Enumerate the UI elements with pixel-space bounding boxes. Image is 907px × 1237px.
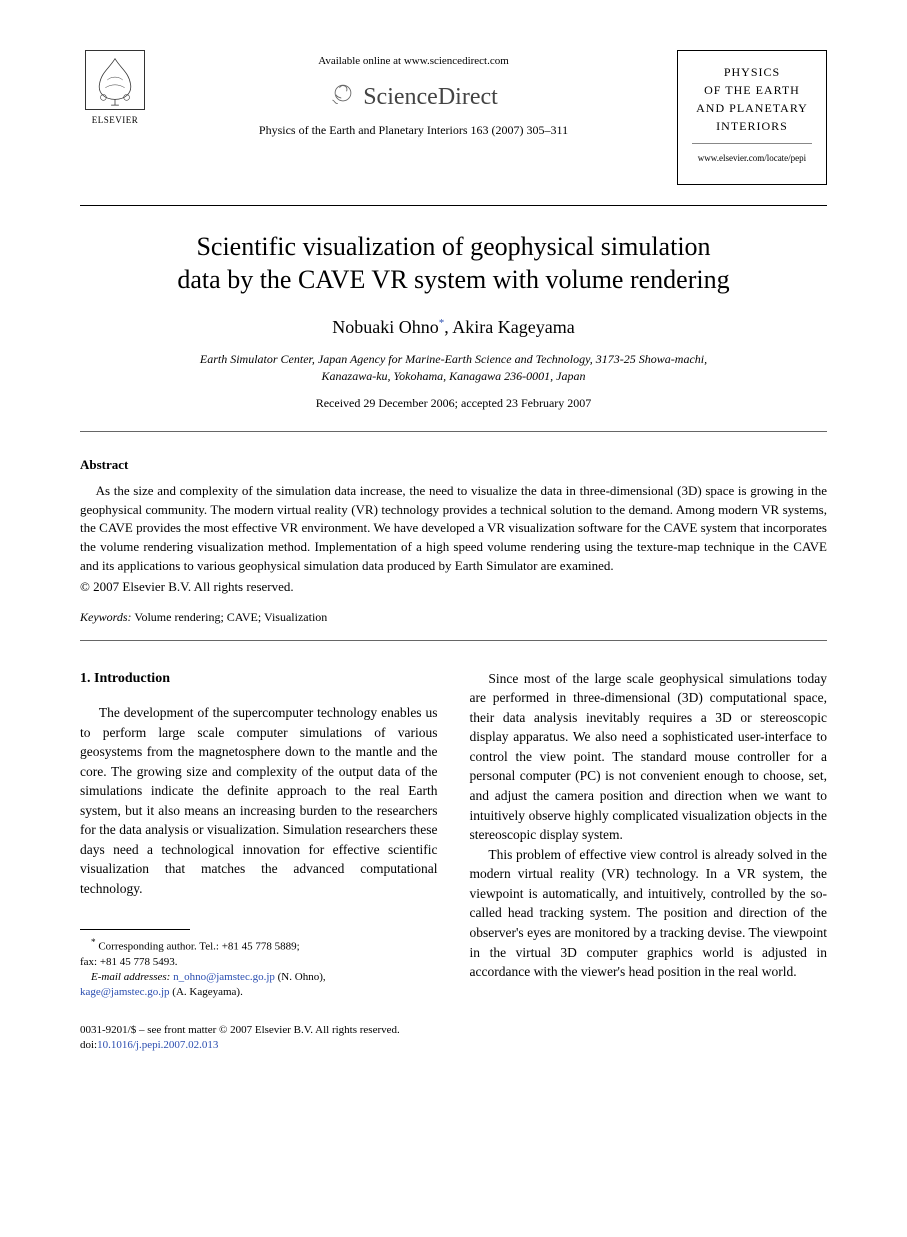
- title-line-1: Scientific visualization of geophysical …: [196, 232, 710, 261]
- footnote-corresponding: * Corresponding author. Tel.: +81 45 778…: [80, 936, 438, 955]
- journal-locate-link[interactable]: www.elsevier.com/locate/pepi: [686, 152, 818, 166]
- footnote-email-label: E-mail addresses:: [91, 971, 170, 983]
- keywords: Keywords: Volume rendering; CAVE; Visual…: [80, 609, 827, 625]
- article-dates: Received 29 December 2006; accepted 23 F…: [80, 395, 827, 411]
- footnote-rule: [80, 929, 190, 930]
- journal-line-2: OF THE EARTH: [686, 81, 818, 99]
- abstract-copyright: © 2007 Elsevier B.V. All rights reserved…: [80, 578, 827, 596]
- abstract-text: As the size and complexity of the simula…: [80, 482, 827, 576]
- section-title: Introduction: [91, 671, 170, 686]
- journal-cover-box: PHYSICS OF THE EARTH AND PLANETARY INTER…: [677, 50, 827, 185]
- front-matter-text: 0031-9201/$ – see front matter © 2007 El…: [80, 1023, 827, 1038]
- elsevier-logo: ELSEVIER: [80, 50, 150, 126]
- journal-reference: Physics of the Earth and Planetary Inter…: [150, 122, 677, 138]
- article-title: Scientific visualization of geophysical …: [80, 230, 827, 298]
- horizontal-rule-abstract-bottom: [80, 640, 827, 641]
- doi-row: doi:10.1016/j.pepi.2007.02.013: [80, 1038, 827, 1053]
- column-left: 1. Introduction The development of the s…: [80, 669, 438, 1001]
- elsevier-label: ELSEVIER: [80, 114, 150, 126]
- intro-paragraph-1: The development of the supercomputer tec…: [80, 703, 438, 899]
- sciencedirect-text: ScienceDirect: [363, 81, 498, 113]
- footnote-fax: fax: +81 45 778 5493.: [80, 955, 438, 970]
- footnote-block: * Corresponding author. Tel.: +81 45 778…: [80, 936, 438, 1001]
- section-number: 1.: [80, 671, 91, 686]
- column-right: Since most of the large scale geophysica…: [470, 669, 828, 1001]
- doi-link[interactable]: 10.1016/j.pepi.2007.02.013: [97, 1039, 218, 1051]
- keywords-text: Volume rendering; CAVE; Visualization: [132, 610, 328, 624]
- abstract-heading: Abstract: [80, 456, 827, 474]
- journal-line-3: AND PLANETARY: [686, 99, 818, 117]
- intro-paragraph-3: This problem of effective view control i…: [470, 845, 828, 982]
- keywords-label: Keywords:: [80, 610, 132, 624]
- sciencedirect-logo: ScienceDirect: [329, 79, 498, 116]
- horizontal-rule-abstract-top: [80, 431, 827, 432]
- journal-line-4: INTERIORS: [686, 117, 818, 135]
- footnote-email-2-row: kage@jamstec.go.jp (A. Kageyama).: [80, 985, 438, 1000]
- header-center: Available online at www.sciencedirect.co…: [150, 50, 677, 138]
- journal-line-1: PHYSICS: [686, 63, 818, 81]
- doi-label: doi:: [80, 1039, 97, 1051]
- footnote-email-2-link[interactable]: kage@jamstec.go.jp: [80, 986, 170, 998]
- author-1: Nobuaki Ohno: [332, 317, 439, 337]
- affiliation-line-2: Kanazawa-ku, Yokohama, Kanagawa 236-0001…: [322, 369, 586, 383]
- section-heading: 1. Introduction: [80, 669, 438, 689]
- body-two-column: 1. Introduction The development of the s…: [80, 669, 827, 1001]
- affiliation: Earth Simulator Center, Japan Agency for…: [80, 351, 827, 385]
- elsevier-tree-icon: [85, 50, 145, 110]
- sciencedirect-icon: [329, 79, 357, 116]
- footnote-star: *: [91, 937, 96, 947]
- title-line-2: data by the CAVE VR system with volume r…: [177, 265, 729, 294]
- affiliation-line-1: Earth Simulator Center, Japan Agency for…: [200, 352, 707, 366]
- authors: Nobuaki Ohno*, Akira Kageyama: [80, 315, 827, 339]
- footnote-email-1-link[interactable]: n_ohno@jamstec.go.jp: [173, 971, 275, 983]
- footnote-corr-text: Corresponding author. Tel.: +81 45 778 5…: [98, 940, 299, 952]
- author-2: Akira Kageyama: [452, 317, 574, 337]
- footnote-email-2-name: (A. Kageyama).: [170, 986, 243, 998]
- journal-box-rule: [692, 143, 812, 144]
- horizontal-rule-top: [80, 205, 827, 206]
- intro-paragraph-2: Since most of the large scale geophysica…: [470, 669, 828, 845]
- header-row: ELSEVIER Available online at www.science…: [80, 50, 827, 185]
- doi-footer: 0031-9201/$ – see front matter © 2007 El…: [80, 1023, 827, 1054]
- available-online-text: Available online at www.sciencedirect.co…: [150, 54, 677, 69]
- footnote-emails: E-mail addresses: n_ohno@jamstec.go.jp (…: [80, 970, 438, 985]
- footnote-email-1-name: (N. Ohno),: [275, 971, 326, 983]
